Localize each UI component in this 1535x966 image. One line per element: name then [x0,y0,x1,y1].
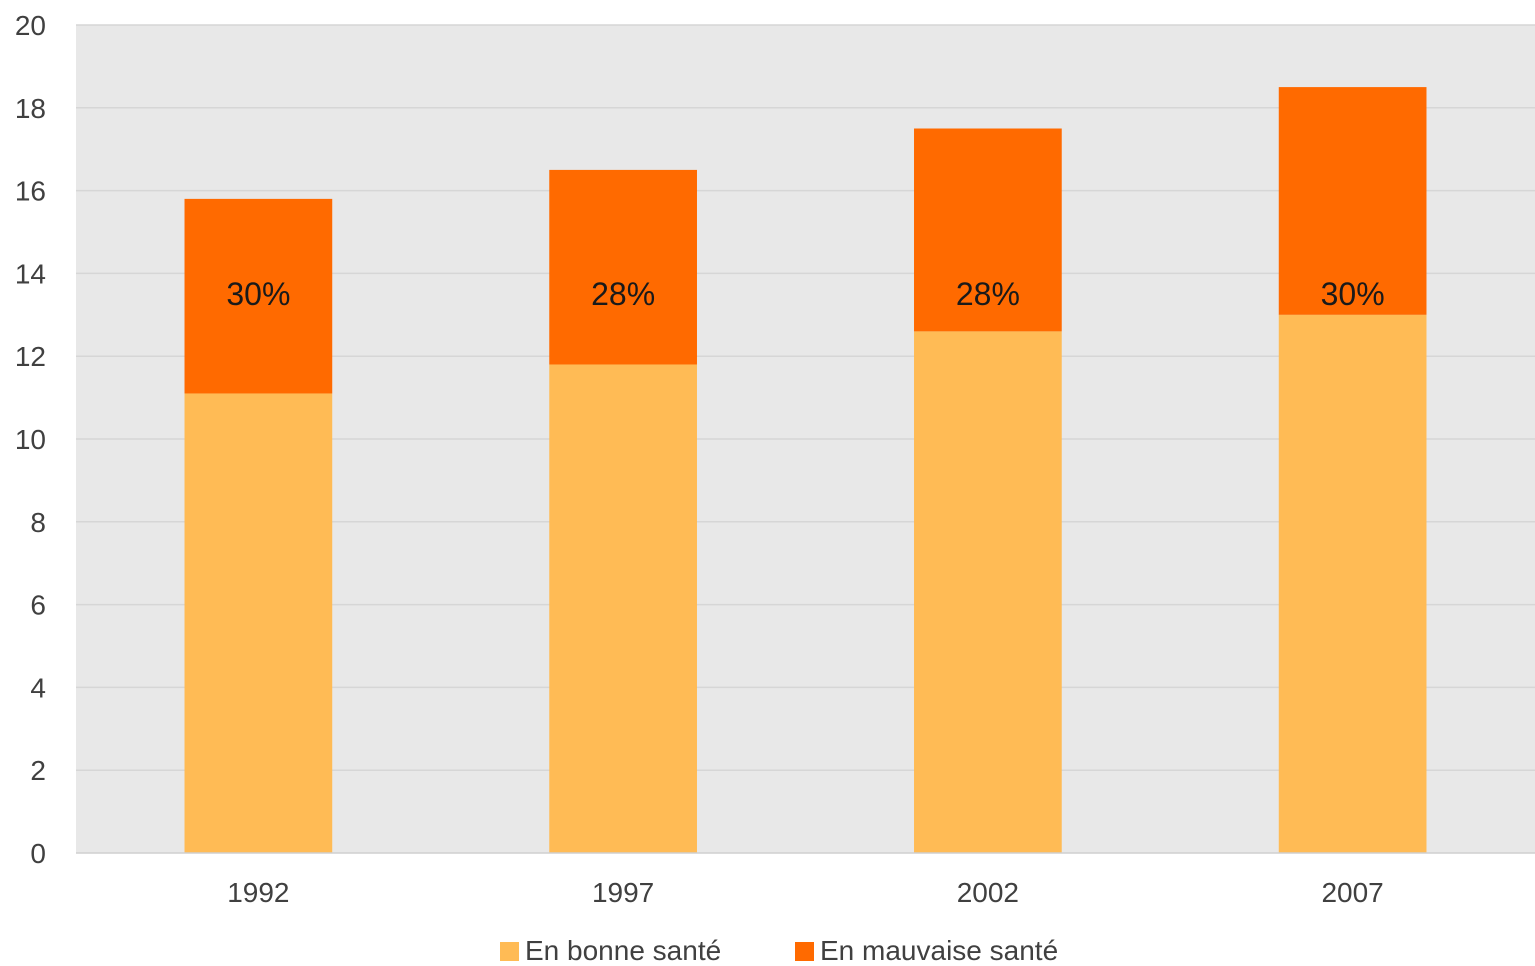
y-tick-label: 6 [30,590,46,621]
legend-swatch [500,942,519,961]
bar-mauvaise-sante [914,128,1062,332]
x-tick-label: 1992 [227,877,289,908]
bar-mauvaise-sante [1278,87,1427,315]
legend: En bonne santé En mauvaise santé [500,935,1058,966]
x-tick-label: 2007 [1321,877,1383,908]
data-label: 28% [956,276,1020,312]
bars: 30% 28% 28% 30% [184,87,1427,853]
y-tick-label: 10 [15,424,46,455]
data-label: 30% [226,276,290,312]
y-tick-label: 16 [15,176,46,207]
y-tick-label: 0 [30,838,46,869]
y-tick-label: 12 [15,341,46,372]
y-tick-label: 8 [30,507,46,538]
bar-bonne-sante [1278,314,1427,853]
y-tick-label: 20 [15,10,46,41]
bar-mauvaise-sante [549,169,697,365]
y-tick-label: 2 [30,755,46,786]
legend-swatch [795,942,814,961]
x-tick-label: 1997 [592,877,654,908]
legend-label: En bonne santé [525,935,721,966]
y-tick-label: 18 [15,93,46,124]
bar-bonne-sante [184,393,333,853]
data-label: 30% [1321,276,1385,312]
data-label: 28% [591,276,655,312]
y-tick-label: 14 [15,258,46,289]
x-tick-label: 2002 [957,877,1019,908]
x-axis-ticks: 1992 1997 2002 2007 [227,877,1384,908]
bar-bonne-sante [914,331,1062,853]
legend-label: En mauvaise santé [820,935,1058,966]
bar-mauvaise-sante [184,198,333,394]
y-tick-label: 4 [30,672,46,703]
y-axis-ticks: 0 2 4 6 8 10 12 14 16 18 20 [15,10,46,869]
bar-bonne-sante [549,364,697,853]
